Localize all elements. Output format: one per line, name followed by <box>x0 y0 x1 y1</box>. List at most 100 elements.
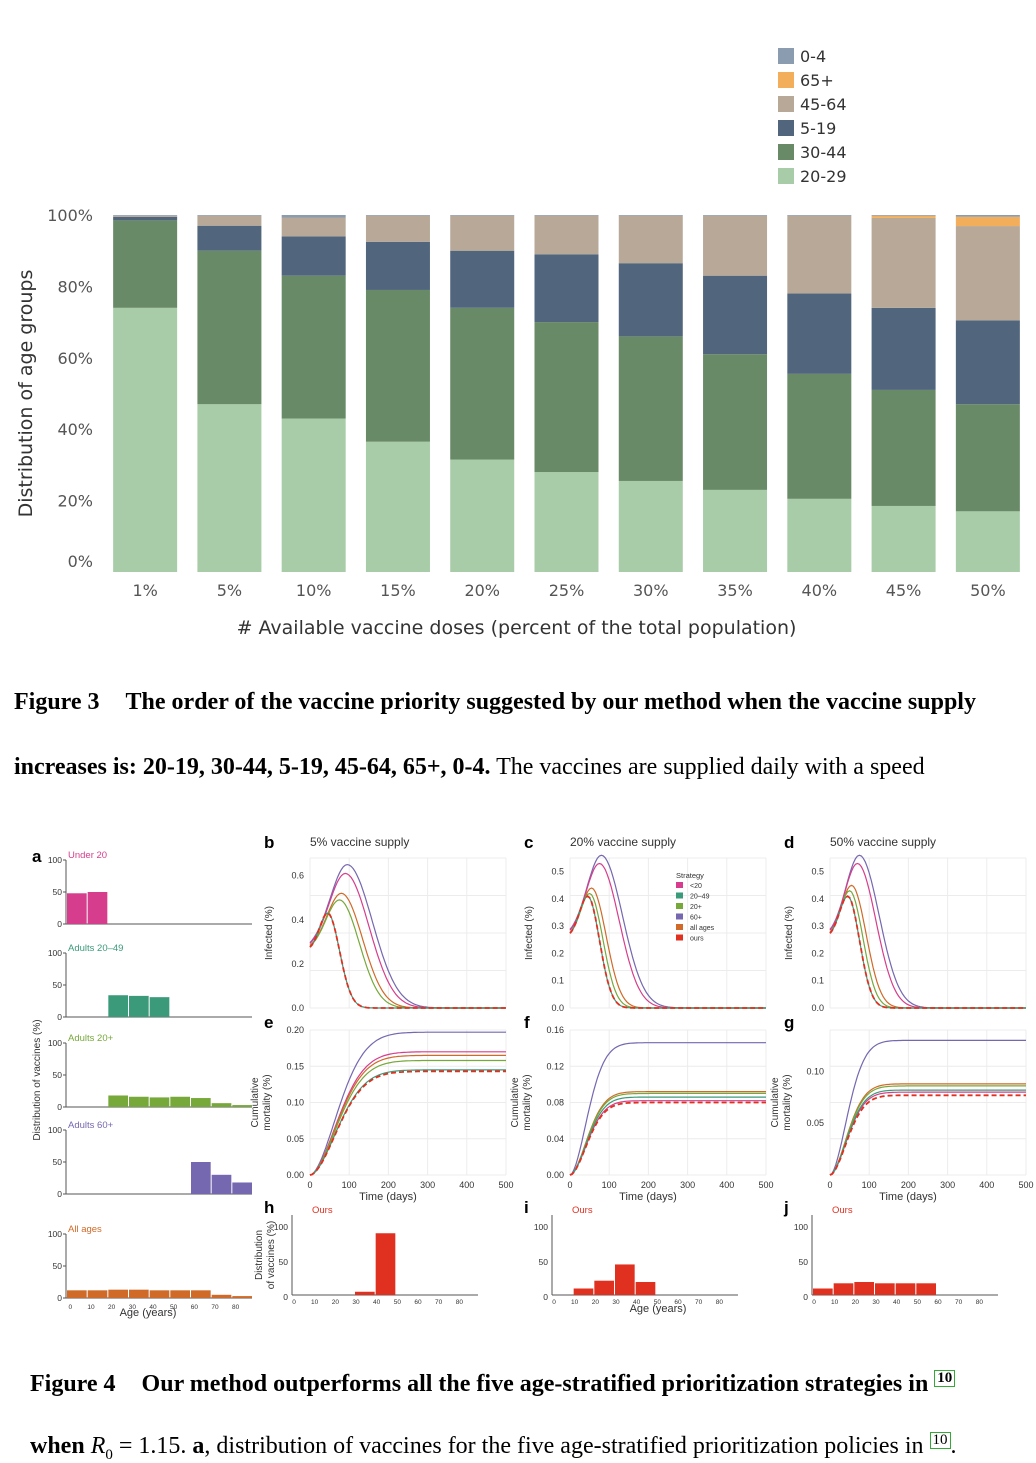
ours-x-tick: 40 <box>633 1299 641 1306</box>
bar-segment-20-29 <box>450 459 515 572</box>
bar-segment-45-64 <box>365 215 430 242</box>
ours-x-tick: 50 <box>394 1299 402 1306</box>
bar-segment-5-19 <box>703 275 768 355</box>
bar-segment-5-19 <box>871 307 936 390</box>
infected-curve <box>309 912 506 1009</box>
panel-a-bar <box>67 893 87 924</box>
r-symbol: R <box>90 1433 106 1459</box>
panel-a-bar <box>149 997 170 1017</box>
legend-swatch-20-29 <box>778 168 794 184</box>
ours-bar <box>635 1282 656 1295</box>
bar-segment-30-44 <box>281 275 346 419</box>
time-tick: 0 <box>307 1180 312 1190</box>
infected-y-tick: 0.2 <box>811 948 824 958</box>
caption-panel-a: a <box>192 1433 205 1459</box>
mortality-y-tick: 0.12 <box>546 1061 564 1071</box>
panel-a-y-tick: 0 <box>57 1189 62 1199</box>
panel-a-bar <box>129 995 149 1017</box>
time-tick: 100 <box>602 1180 617 1190</box>
infected-y-tick: 0.6 <box>291 871 304 881</box>
y-tick-label: 20% <box>57 492 93 511</box>
ours-y-tick: 50 <box>799 1257 809 1267</box>
mortality-y-label-2: mortality (%) <box>782 1074 793 1130</box>
figure-4-caption-line-2: when R0 = 1.15. a, distribution of vacci… <box>30 1432 1036 1463</box>
infected-curve <box>309 912 506 1009</box>
y-tick-label: 0% <box>68 552 93 571</box>
ours-title: Ours <box>572 1205 593 1216</box>
bar-segment-45-64 <box>281 217 346 237</box>
citation-ref[interactable]: 10 <box>934 1370 956 1387</box>
panel-a-bar <box>232 1105 252 1107</box>
panel-a-x-tick: 80 <box>232 1304 240 1311</box>
bar-segment-0-4 <box>703 215 768 216</box>
bar-segment-5-19 <box>787 293 852 374</box>
infected-y-tick: 0.5 <box>811 867 824 877</box>
legend-swatch-5-19 <box>778 120 794 136</box>
x-tick-label: 30% <box>633 581 669 600</box>
figure-4-number: Figure 4 <box>30 1371 116 1397</box>
ours-y-tick: 100 <box>794 1222 808 1232</box>
bar-segment-30-44 <box>871 389 936 506</box>
legend-label-30-44: 30-44 <box>800 143 847 162</box>
r-subscript: 0 <box>105 1446 113 1463</box>
bar-segment-20-29 <box>703 489 768 572</box>
panel-a-y-tick: 100 <box>48 948 62 958</box>
panel-a-bar <box>108 995 128 1017</box>
infected-curve <box>569 892 766 1009</box>
infected-y-tick: 0.0 <box>551 1003 564 1013</box>
panel-letter-f: f <box>524 1013 530 1032</box>
panel-letter-c: c <box>524 833 533 852</box>
ours-bar <box>854 1282 874 1295</box>
ours-x-tick: 10 <box>571 1299 579 1306</box>
infected-curve <box>569 895 766 1009</box>
infected-y-tick: 0.5 <box>551 867 564 877</box>
panel-a-y-tick: 50 <box>53 1261 63 1271</box>
time-tick: 500 <box>498 1180 513 1190</box>
time-tick: 300 <box>940 1180 955 1190</box>
infected-curve <box>309 863 506 1009</box>
panel-a-y-tick: 50 <box>53 887 63 897</box>
ours-bar <box>875 1283 895 1295</box>
ours-x-tick: 30 <box>612 1299 620 1306</box>
panel-a-bar <box>87 892 108 924</box>
panel-a-y-tick: 0 <box>57 1012 62 1022</box>
ours-y-tick: 0 <box>803 1292 808 1302</box>
time-tick: 100 <box>862 1180 877 1190</box>
mortality-y-tick: 0.20 <box>286 1025 304 1035</box>
panel-letter-g: g <box>784 1013 794 1032</box>
ours-x-tick: 40 <box>373 1299 381 1306</box>
panel-a-group-title: Adults 20+ <box>68 1033 114 1044</box>
strategy-legend-swatch <box>676 903 683 909</box>
ours-y-tick: 100 <box>534 1222 548 1232</box>
ours-x-tick: 20 <box>852 1299 860 1306</box>
time-tick: 500 <box>1018 1180 1033 1190</box>
mortality-curve <box>569 1042 766 1176</box>
bar-segment-45-64 <box>787 215 852 294</box>
ours-y-tick: 100 <box>274 1222 288 1232</box>
mortality-y-tick: 0.05 <box>806 1118 824 1128</box>
legend-label-5-19: 5-19 <box>800 119 836 138</box>
ours-y-tick: 50 <box>279 1257 289 1267</box>
citation-ref-2[interactable]: 10 <box>929 1432 951 1449</box>
panel-a-y-tick: 50 <box>53 1157 63 1167</box>
ours-y-tick: 0 <box>283 1292 288 1302</box>
caption-text: , distribution of vaccines for the five … <box>204 1433 924 1459</box>
infected-curve <box>829 890 1026 1009</box>
panel-a-bar <box>191 1290 211 1298</box>
mortality-curve <box>829 1094 1026 1176</box>
ours-x-tick: 40 <box>893 1299 901 1306</box>
panel-a-bar <box>191 1162 211 1194</box>
ours-x-tick: 10 <box>831 1299 839 1306</box>
infected-y-tick: 0.1 <box>811 976 824 986</box>
bar-segment-20-29 <box>871 505 936 572</box>
ours-bar <box>594 1280 614 1295</box>
infected-y-tick: 0.1 <box>551 976 564 986</box>
panel-letter-e: e <box>264 1013 273 1032</box>
bar-segment-45-64 <box>618 215 683 264</box>
panel-a-bar <box>149 1290 170 1298</box>
mortality-y-label-2: mortality (%) <box>522 1074 533 1130</box>
bar-segment-20-29 <box>618 480 683 572</box>
x-tick-label: 40% <box>802 581 838 600</box>
panel-a-bar <box>129 1289 149 1298</box>
y-tick-label: 60% <box>57 349 93 368</box>
